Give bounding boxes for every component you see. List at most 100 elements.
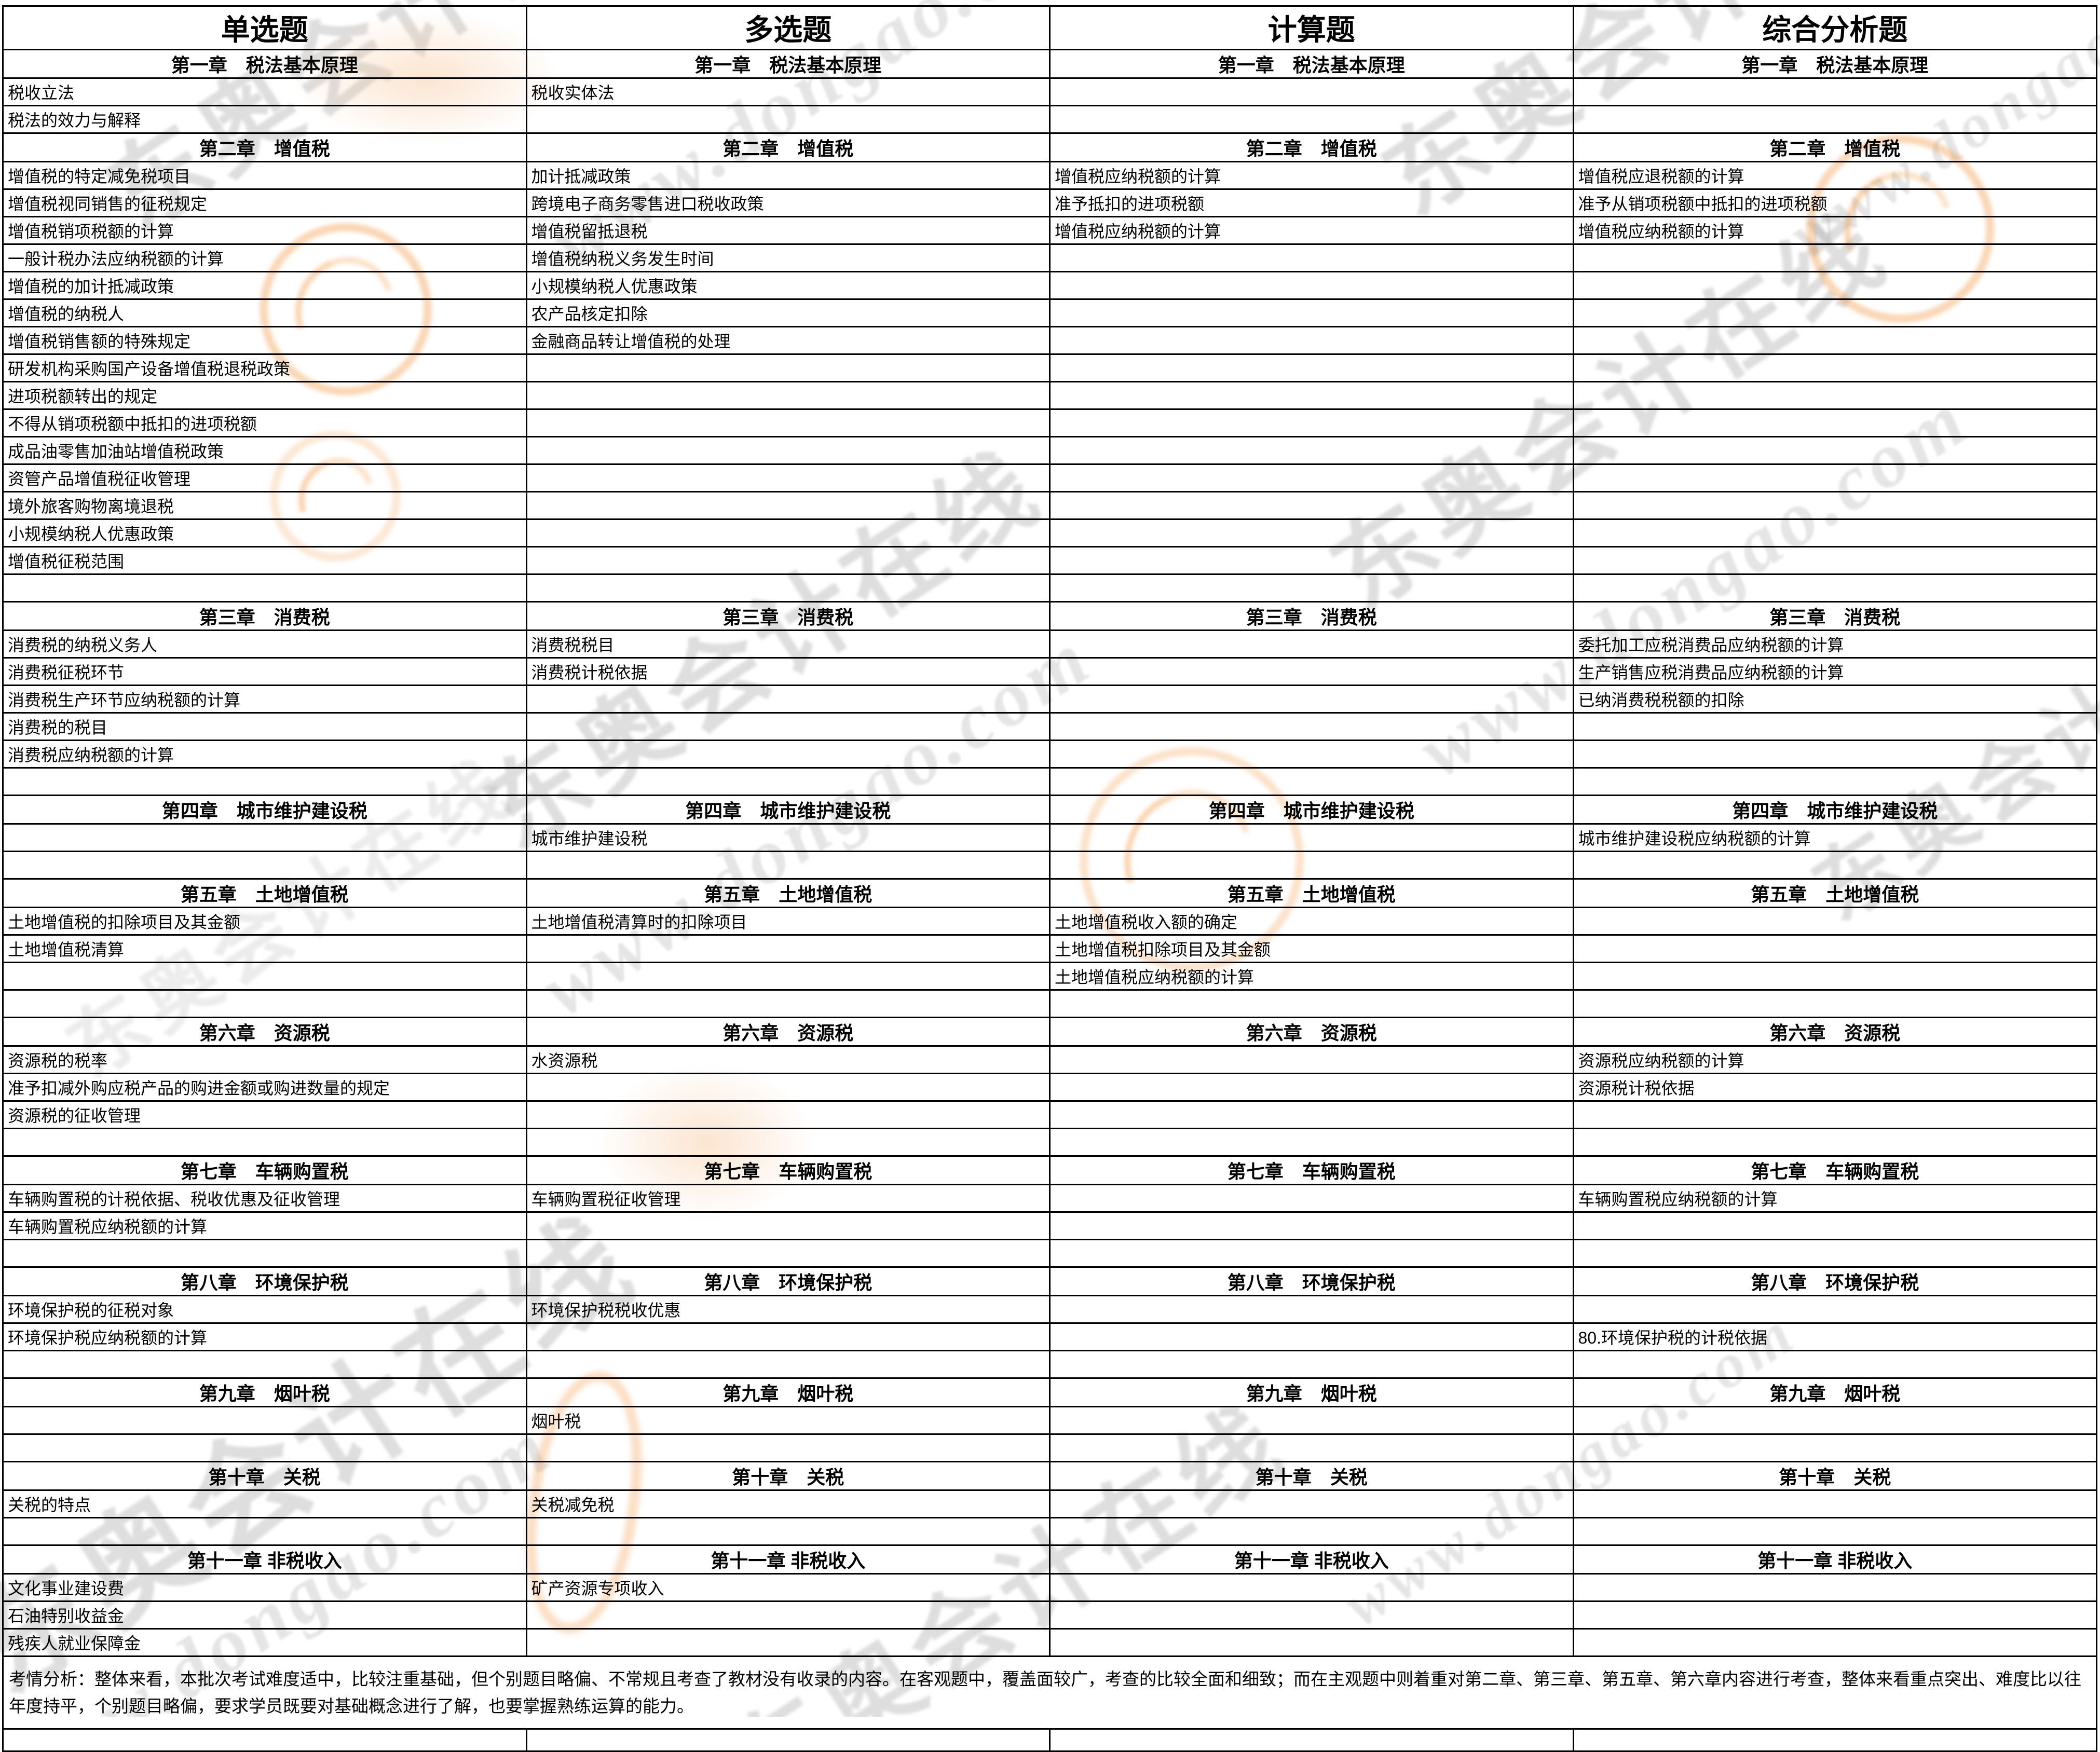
topic-cell: 已纳消费税税额的扣除 [1572, 685, 2097, 714]
empty-cell [525, 381, 1051, 410]
topic-cell: 资源税应纳税额的计算 [1572, 1045, 2097, 1074]
empty-cell [2, 823, 527, 852]
table-row: 环境保护税应纳税额的计算 80.环境保护税的计税依据 [2, 1322, 2097, 1351]
chapter-header-cell: 第三章 消费税 [1572, 601, 2097, 631]
empty-cell [2, 1239, 527, 1268]
empty-cell [1049, 77, 1574, 106]
empty-cell [1572, 573, 2097, 603]
empty-cell [1049, 491, 1574, 520]
empty-cell [1049, 851, 1574, 880]
empty-cell [525, 962, 1051, 991]
table-row: 增值税销项税额的计算 增值税留抵退税 增值税应纳税额的计算 增值税应纳税额的计算 [2, 216, 2097, 245]
empty-cell [1049, 381, 1574, 410]
empty-cell [1049, 1728, 1574, 1752]
topic-cell: 资源税的征收管理 [2, 1100, 527, 1129]
topic-cell: 增值税应纳税额的计算 [1049, 161, 1574, 190]
empty-cell [525, 408, 1051, 437]
empty-cell [1049, 1128, 1574, 1157]
column-header-calculation: 计算题 [1049, 5, 1574, 50]
empty-cell [2, 851, 527, 880]
chapter-header-cell: 第二章 增值税 [525, 132, 1051, 162]
topic-cell: 车辆购置税征收管理 [525, 1184, 1051, 1213]
table-row: 消费税生产环节应纳税额的计算 已纳消费税税额的扣除 [2, 685, 2097, 714]
empty-cell [1572, 243, 2097, 272]
empty-cell [1572, 1128, 2097, 1157]
empty-cell [1572, 1100, 2097, 1129]
chapter-header-row: 第三章 消费税 第三章 消费税 第三章 消费税 第三章 消费税 [2, 601, 2097, 631]
topic-cell: 消费税生产环节应纳税额的计算 [2, 685, 527, 714]
topic-cell: 水资源税 [525, 1045, 1051, 1074]
empty-cell [1049, 767, 1574, 796]
chapter-header-cell: 第六章 资源税 [525, 1017, 1051, 1047]
empty-cell [1049, 105, 1574, 134]
exam-analysis-text: 考情分析：整体来看，本批次考试难度适中，比较注重基础，但个别题目略偏、不常规且考… [2, 1655, 2097, 1730]
empty-cell [1049, 326, 1574, 355]
topic-cell: 小规模纳税人优惠政策 [525, 271, 1051, 300]
empty-cell [1572, 518, 2097, 548]
table-row: 进项税额转出的规定 [2, 381, 2097, 410]
topic-cell: 土地增值税的扣除项目及其金额 [2, 907, 527, 936]
table-row: 不得从销项税额中抵扣的进项税额 [2, 408, 2097, 437]
empty-cell [1049, 629, 1574, 659]
chapter-header-cell: 第八章 环境保护税 [1049, 1266, 1574, 1296]
empty-cell [1572, 1406, 2097, 1435]
chapter-header-cell: 第十章 关税 [1049, 1461, 1574, 1491]
topic-cell: 土地增值税清算时的扣除项目 [525, 907, 1051, 936]
empty-cell [1572, 1517, 2097, 1546]
empty-cell [2, 767, 527, 796]
chapter-header-cell: 第七章 车辆购置税 [525, 1155, 1051, 1185]
empty-cell [1049, 1184, 1574, 1213]
topic-cell: 车辆购置税应纳税额的计算 [1572, 1184, 2097, 1213]
column-header-single-choice: 单选题 [2, 5, 527, 50]
empty-cell [1572, 1573, 2097, 1602]
chapter-header-cell: 第一章 税法基本原理 [1049, 49, 1574, 79]
chapter-header-cell: 第四章 城市维护建设税 [1049, 795, 1574, 825]
topic-cell: 准予扣减外购应税产品的购进金额或购进数量的规定 [2, 1073, 527, 1102]
topic-cell: 车辆购置税的计税依据、税收优惠及征收管理 [2, 1184, 527, 1213]
table-row [2, 1433, 2097, 1462]
topic-cell: 研发机构采购国产设备增值税退税政策 [2, 353, 527, 382]
empty-cell [525, 573, 1051, 603]
empty-cell [1049, 685, 1574, 714]
empty-cell [1049, 1600, 1574, 1630]
empty-cell [1049, 1573, 1574, 1602]
topic-cell: 境外旅客购物离境退税 [2, 491, 527, 520]
topic-cell: 矿产资源专项收入 [525, 1573, 1051, 1602]
column-header-multiple-choice: 多选题 [525, 5, 1051, 50]
chapter-header-cell: 第四章 城市维护建设税 [2, 795, 527, 825]
empty-cell [1572, 962, 2097, 991]
empty-cell [525, 1100, 1051, 1129]
empty-cell [1049, 298, 1574, 327]
empty-cell [1572, 491, 2097, 520]
empty-cell [1049, 1073, 1574, 1102]
topic-cell: 增值税应纳税额的计算 [1572, 216, 2097, 245]
chapter-header-cell: 第十一章 非税收入 [2, 1544, 527, 1575]
chapter-header-row: 第十章 关税 第十章 关税 第十章 关税 第十章 关税 [2, 1461, 2097, 1491]
empty-cell [525, 685, 1051, 714]
empty-cell [525, 767, 1051, 796]
empty-cell [525, 518, 1051, 548]
topic-cell: 增值税纳税义务发生时间 [525, 243, 1051, 272]
empty-cell [1572, 298, 2097, 327]
empty-cell [1572, 1600, 2097, 1630]
empty-cell [525, 546, 1051, 575]
topic-cell: 资源税的税率 [2, 1045, 527, 1074]
empty-cell [1572, 463, 2097, 492]
empty-cell [1049, 573, 1574, 603]
table-row: 城市维护建设税 城市维护建设税应纳税额的计算 [2, 823, 2097, 852]
topic-cell: 80.环境保护税的计税依据 [1572, 1322, 2097, 1351]
topic-cell: 资源税计税依据 [1572, 1073, 2097, 1102]
table-row [2, 1350, 2097, 1379]
empty-cell [525, 851, 1051, 880]
topic-cell: 土地增值税收入额的确定 [1049, 907, 1574, 936]
empty-cell [525, 353, 1051, 382]
chapter-header-cell: 第五章 土地增值税 [525, 878, 1051, 908]
empty-cell [1572, 105, 2097, 134]
empty-cell [1049, 1211, 1574, 1240]
table-row: 车辆购置税应纳税额的计算 [2, 1211, 2097, 1240]
topic-cell: 消费税的税目 [2, 712, 527, 741]
empty-cell [525, 934, 1051, 963]
empty-cell [1572, 1350, 2097, 1379]
empty-cell [525, 1628, 1051, 1657]
topic-cell: 增值税销项税额的计算 [2, 216, 527, 245]
